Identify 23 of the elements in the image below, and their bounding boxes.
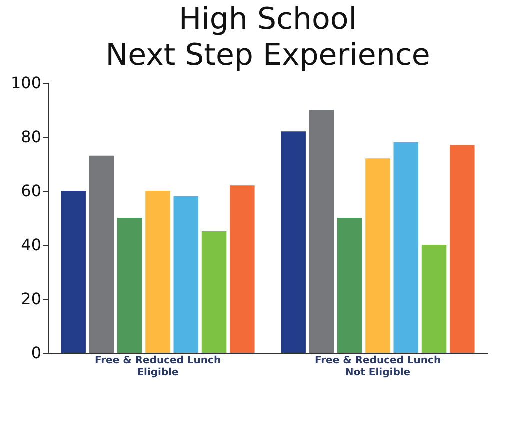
bar [202,232,227,353]
bar [394,142,419,353]
bar [309,110,334,353]
y-tick-label: 60 [21,182,42,200]
bar [89,156,114,353]
bar [174,196,199,353]
bar [146,191,170,353]
bar [337,218,362,353]
x-tick-label: Free & Reduced Lunch Eligible [94,356,222,378]
y-tick-label: 80 [21,128,42,146]
bar [450,145,475,353]
y-tick-label: 100 [10,74,42,92]
x-tick-label: Free & Reduced Lunch Not Eligible [314,356,442,378]
bar [281,132,306,353]
bar [366,158,390,353]
bar [117,218,142,353]
y-tick-label: 0 [31,344,42,362]
bar [230,186,255,353]
y-tick-label: 40 [21,236,42,254]
y-tick-label: 20 [21,290,42,308]
bar [422,245,447,353]
bar [61,191,86,353]
chart-title: High School Next Step Experience [106,2,430,73]
